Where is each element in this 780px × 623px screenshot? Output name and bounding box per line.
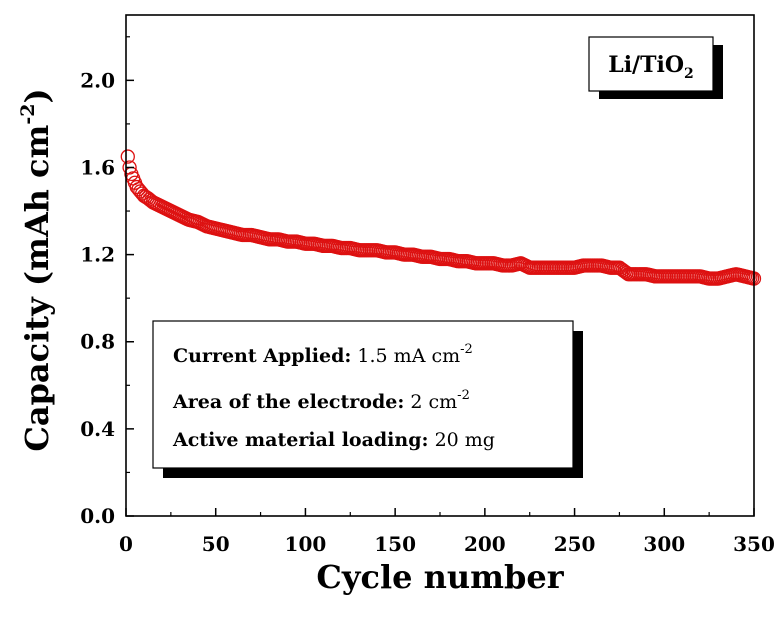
annotation-loading-label: Active material loading: [172, 429, 429, 451]
y-tick-label: 1.6 [80, 155, 115, 179]
x-tick-label: 200 [464, 532, 506, 556]
axis-ticks [125, 36, 755, 517]
annotation-current-label: Current Applied: [173, 345, 351, 367]
material-label-frame [588, 36, 714, 92]
annotation-current-value: 1.5 mA cm [351, 345, 460, 367]
data-point [134, 186, 150, 201]
x-tick-label: 50 [202, 532, 230, 556]
data-points [120, 149, 762, 286]
conditions-box-frame [152, 320, 574, 469]
material-label-sub: 2 [684, 66, 694, 82]
y-axis-title-close: ) [18, 88, 56, 103]
x-tick-label: 0 [119, 532, 133, 556]
x-axis-title: Cycle number [316, 558, 564, 596]
data-point [120, 149, 135, 164]
data-point [122, 160, 137, 175]
x-tick-label: 150 [374, 532, 416, 556]
material-label: Li/TiO2 [608, 52, 694, 82]
conditions-box: Current Applied: 1.5 mA cm-2 Area of the… [152, 320, 583, 478]
annotation-loading: Active material loading: 20 mg [172, 429, 495, 451]
x-tick-label: 250 [554, 532, 596, 556]
annotation-area-value: 2 cm [404, 391, 457, 413]
x-tick-labels: 0 50 100 150 200 250 300 350 [119, 532, 775, 556]
x-tick-label: 100 [285, 532, 327, 556]
y-tick-labels: 0.0 0.4 0.8 1.2 1.6 2.0 [80, 68, 115, 528]
annotation-area-sup: -2 [457, 388, 470, 403]
x-tick-label: 350 [733, 532, 775, 556]
y-axis-title-sup: -2 [17, 103, 39, 124]
y-tick-label: 0.8 [80, 330, 115, 354]
material-label-main: Li/TiO [608, 52, 684, 78]
material-label-box: Li/TiO2 [588, 36, 723, 99]
y-tick-label: 0.0 [80, 504, 115, 528]
annotation-current: Current Applied: 1.5 mA cm-2 [173, 342, 473, 367]
annotation-area-label: Area of the electrode: [172, 391, 404, 413]
y-tick-label: 1.2 [80, 243, 115, 267]
annotation-current-sup: -2 [460, 342, 473, 357]
y-axis-title: Capacity (mAh cm-2) [17, 88, 56, 451]
y-tick-label: 2.0 [80, 68, 115, 92]
y-tick-label: 0.4 [80, 417, 115, 441]
annotation-loading-value: 20 mg [429, 429, 495, 451]
x-tick-label: 300 [643, 532, 685, 556]
y-axis-title-main: Capacity (mAh cm [18, 124, 56, 451]
annotation-area: Area of the electrode: 2 cm-2 [172, 388, 470, 413]
